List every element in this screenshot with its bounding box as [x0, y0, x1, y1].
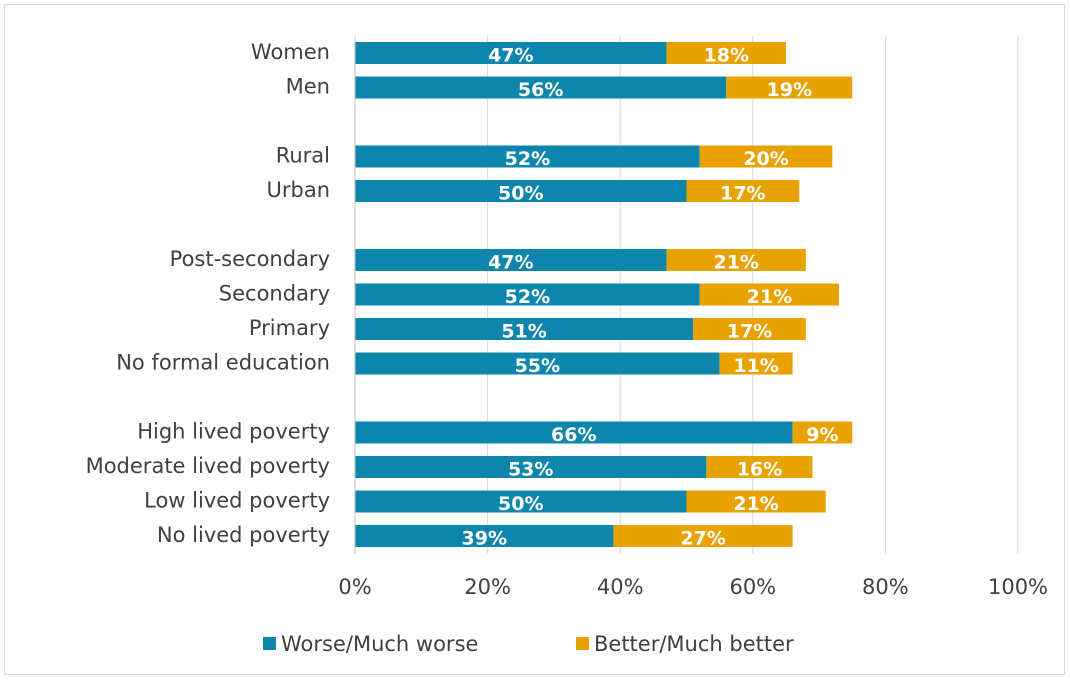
- y-tick-label: Low lived poverty: [144, 489, 330, 513]
- bar-segment: [355, 352, 720, 375]
- value-label: 16%: [737, 459, 782, 481]
- value-label: 18%: [704, 45, 749, 67]
- value-label: 19%: [767, 79, 812, 101]
- bar-segment: [693, 318, 806, 340]
- value-label: 17%: [727, 321, 772, 343]
- x-tick-label: 80%: [862, 575, 909, 599]
- bar-segment: [355, 490, 687, 513]
- y-tick-label: Secondary: [219, 282, 330, 306]
- value-label: 39%: [462, 528, 507, 550]
- bar-segment: [719, 352, 793, 375]
- x-tick-label: 40%: [597, 575, 644, 599]
- legend-swatch: [263, 637, 276, 650]
- bar-segment: [666, 249, 806, 271]
- value-label: 27%: [680, 528, 725, 550]
- bar-segment: [686, 490, 826, 513]
- y-tick-label: No formal education: [116, 351, 330, 375]
- value-label: 56%: [518, 79, 563, 101]
- x-tick-label: 20%: [464, 575, 511, 599]
- bar-segment: [355, 145, 700, 168]
- x-tick-label: 0%: [338, 575, 371, 599]
- bar-segment: [699, 145, 833, 168]
- bar-segment: [726, 76, 853, 99]
- bar-segment: [355, 421, 793, 444]
- legend-label: Worse/Much worse: [281, 632, 478, 656]
- value-label: 21%: [713, 252, 758, 274]
- y-tick-label: Moderate lived poverty: [86, 454, 330, 478]
- y-tick-label: Urban: [266, 178, 330, 202]
- value-label: 11%: [733, 355, 778, 377]
- legend-label: Better/Much better: [594, 632, 794, 656]
- value-label: 21%: [747, 286, 792, 308]
- value-label: 52%: [505, 148, 550, 170]
- value-label: 50%: [498, 493, 543, 515]
- value-label: 47%: [488, 252, 533, 274]
- y-tick-label: Women: [251, 40, 330, 64]
- x-tick-label: 60%: [729, 575, 776, 599]
- y-tick-label: Post-secondary: [170, 247, 330, 271]
- value-label: 9%: [806, 424, 838, 446]
- value-label: 50%: [498, 183, 543, 205]
- legend-swatch: [576, 637, 589, 650]
- bar-segment: [699, 283, 839, 306]
- bar-segment: [355, 180, 687, 202]
- value-label: 66%: [551, 424, 596, 446]
- value-label: 55%: [515, 355, 560, 377]
- value-label: 51%: [501, 321, 546, 343]
- bar-segment: [355, 42, 667, 64]
- bar-segment: [706, 456, 813, 478]
- value-label: 47%: [488, 45, 533, 67]
- value-label: 17%: [720, 183, 765, 205]
- bar-segment: [355, 525, 614, 547]
- bar-segment: [792, 421, 853, 444]
- bar-segment: [686, 180, 800, 202]
- value-label: 52%: [505, 286, 550, 308]
- bar-segment: [355, 283, 700, 306]
- y-tick-label: Rural: [276, 144, 330, 168]
- y-tick-label: Men: [286, 75, 330, 99]
- y-tick-label: No lived poverty: [157, 523, 330, 547]
- value-label: 20%: [743, 148, 788, 170]
- bar-segment: [613, 525, 793, 547]
- bar-segment: [355, 456, 707, 478]
- bar-segment: [355, 249, 667, 271]
- bar-segment: [355, 318, 694, 340]
- y-tick-label: Primary: [249, 316, 330, 340]
- bar-segment: [355, 76, 727, 99]
- x-tick-label: 100%: [988, 575, 1048, 599]
- value-label: 21%: [733, 493, 778, 515]
- bar-segment: [666, 42, 786, 64]
- value-label: 53%: [508, 459, 553, 481]
- y-tick-label: High lived poverty: [137, 420, 330, 444]
